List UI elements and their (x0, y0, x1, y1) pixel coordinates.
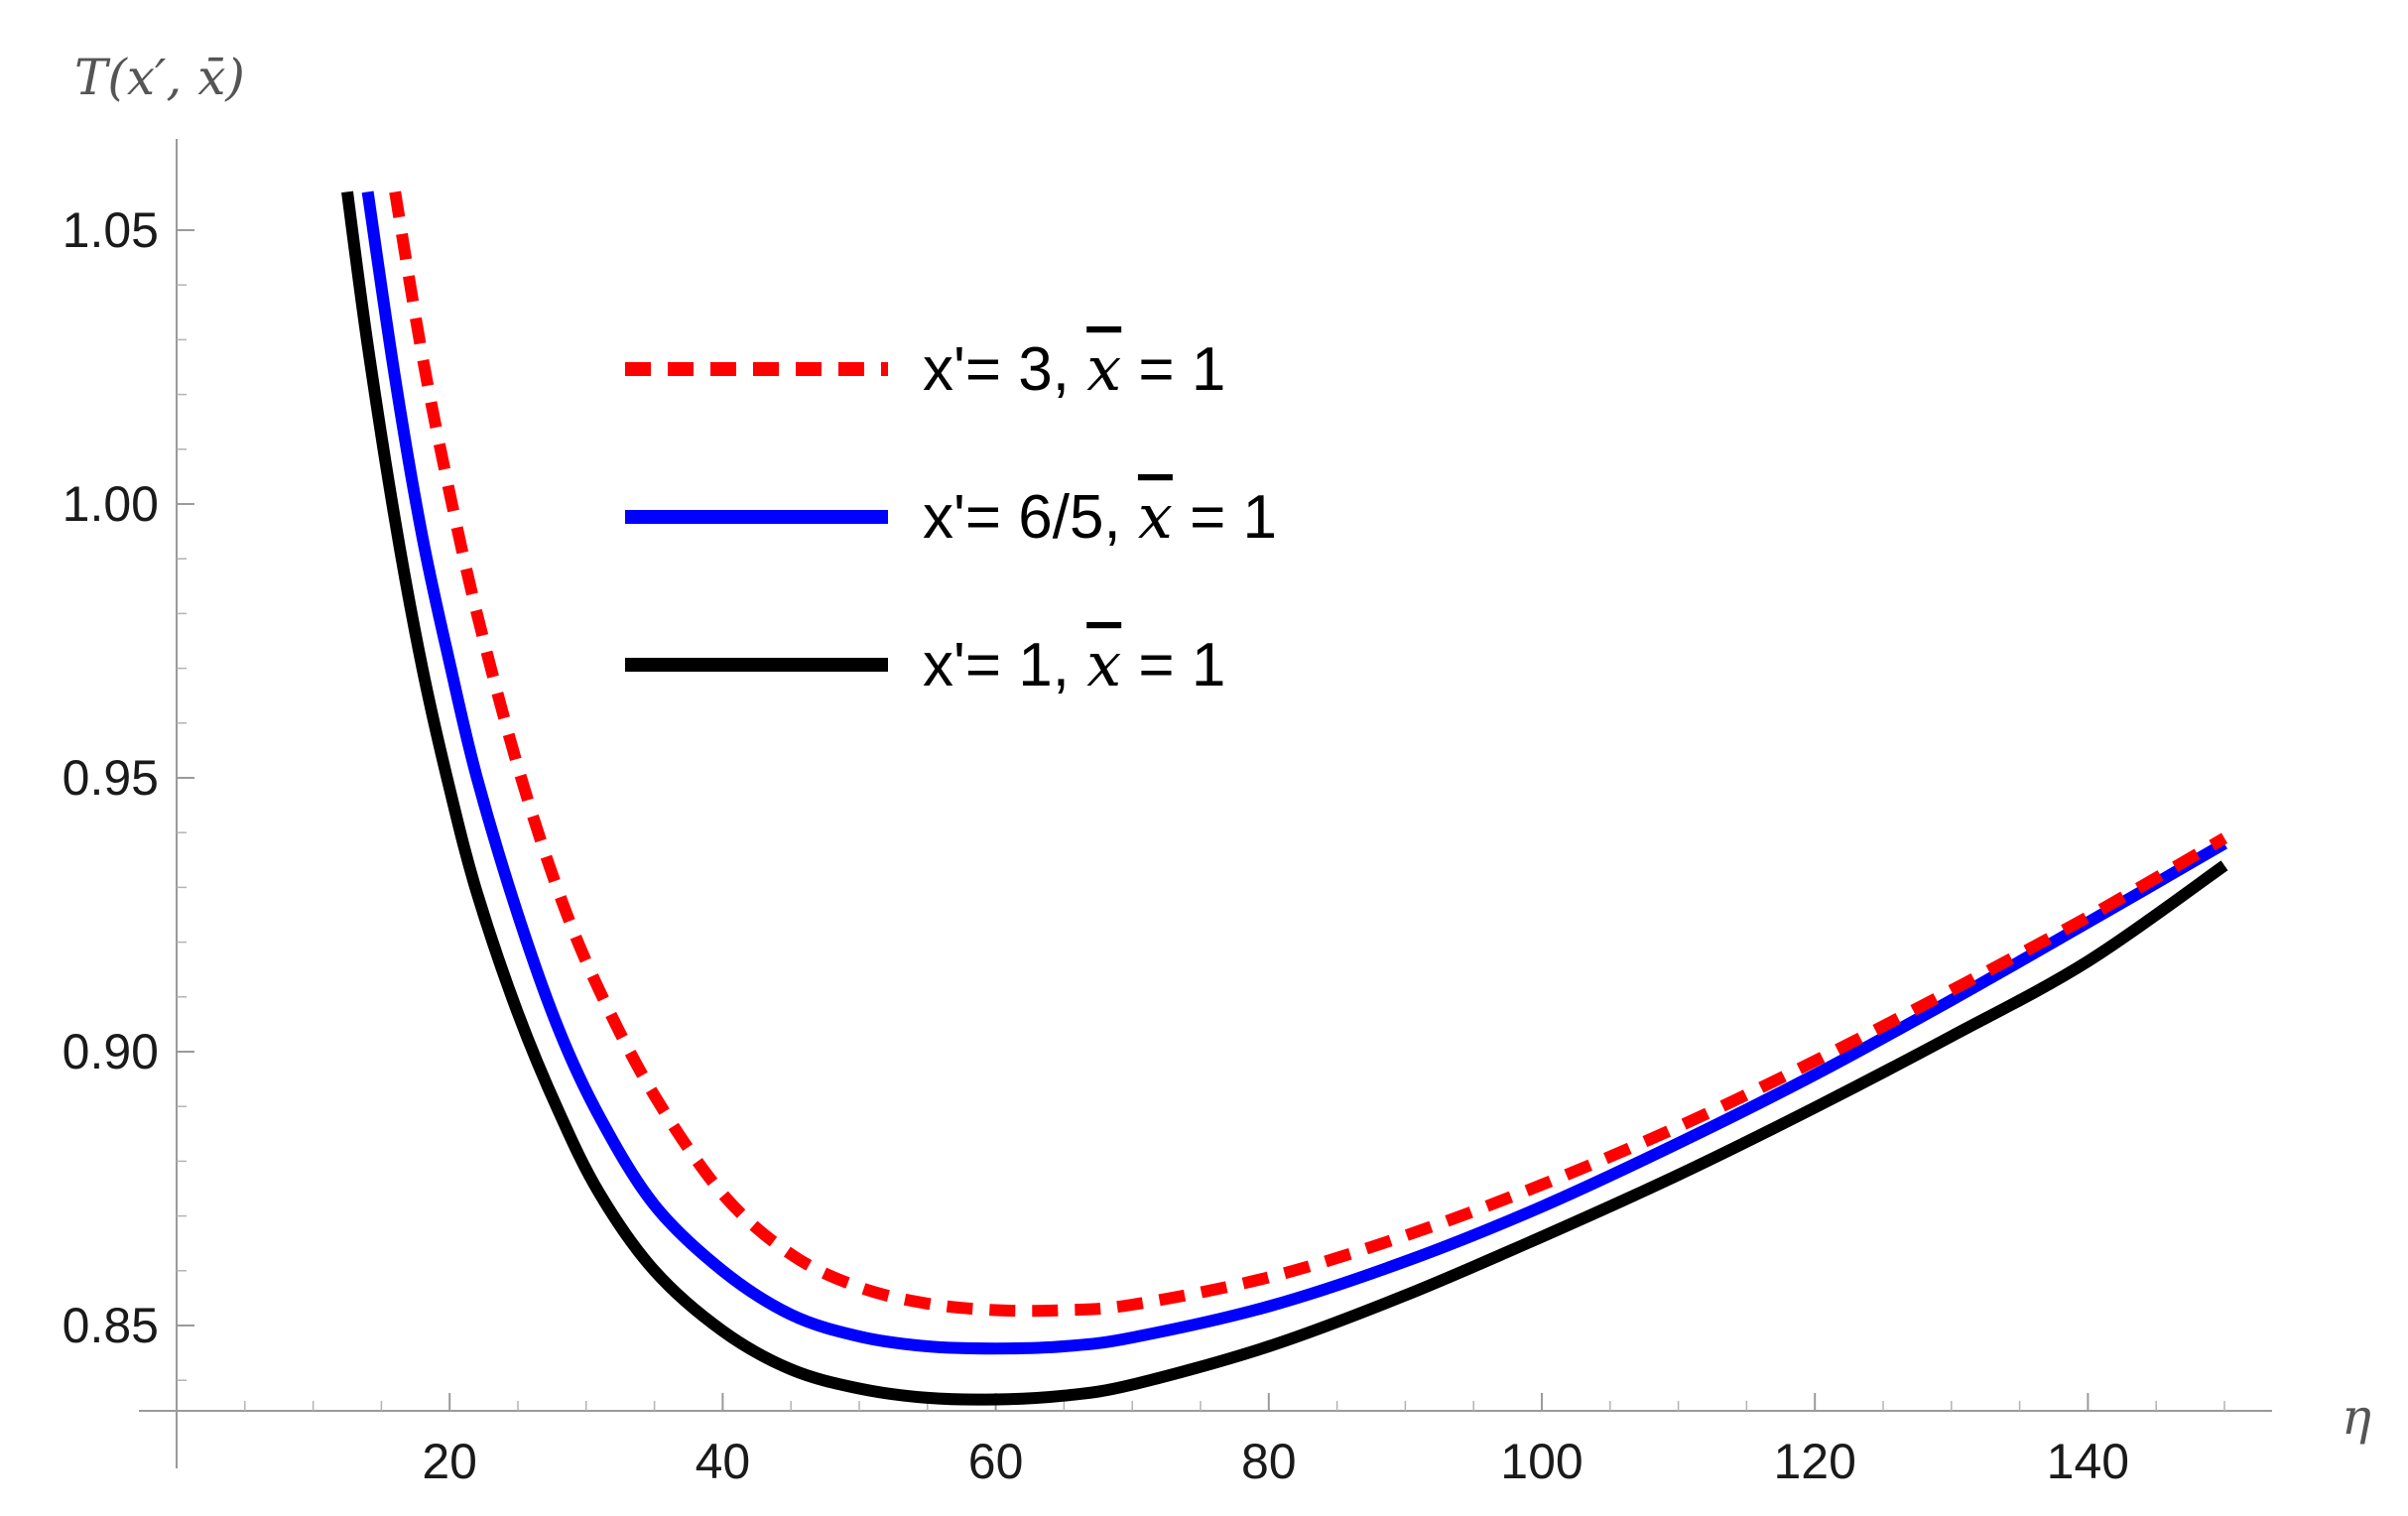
legend-label-1-xbar: x (1086, 332, 1121, 405)
x-tick-label: 20 (422, 1434, 477, 1489)
legend-item-3: x'= 1, x = 1 (625, 628, 1225, 700)
y-tick-label: 0.90 (63, 1024, 159, 1079)
x-tick-label: 60 (968, 1434, 1024, 1489)
legend-label-2-xbar: x (1138, 480, 1173, 553)
series-line-3 (341, 190, 2228, 1406)
series-layer (341, 190, 2228, 1406)
legend-label-3: x'= 1, x = 1 (923, 628, 1225, 700)
legend-label-2-prefix: x'= 6/5, (923, 483, 1138, 552)
legend-label-1-prefix: x'= 3, (923, 335, 1086, 404)
legend-label-2-suffix: = 1 (1173, 483, 1277, 552)
legend-item-2: x'= 6/5, x = 1 (625, 480, 1277, 553)
y-tick-label: 1.05 (63, 202, 159, 258)
legend-item-1: x'= 3, x = 1 (625, 332, 1225, 405)
x-tick-label: 120 (1773, 1434, 1855, 1489)
legend-label-2: x'= 6/5, x = 1 (923, 480, 1277, 553)
x-tick-label: 80 (1241, 1434, 1297, 1489)
legend-label-1-suffix: = 1 (1121, 335, 1225, 404)
x-tick-label: 40 (696, 1434, 751, 1489)
x-axis-title: η (2342, 1388, 2371, 1446)
series-line-2 (361, 190, 2228, 1355)
y-tick-label: 0.85 (63, 1298, 159, 1353)
y-tick-label: 1.00 (63, 476, 159, 532)
axis-tick-labels: 20 40 60 80 100 120 140 0.85 0.90 0.95 1.00 1.05 (63, 202, 2129, 1489)
y-tick-label: 0.95 (63, 750, 159, 806)
legend-label-3-suffix: = 1 (1121, 631, 1225, 699)
legend: x'= 3, x = 1 x'= 6/5, x = 1 x'= 1, x = 1 (625, 332, 1277, 700)
legend-label-3-prefix: x'= 1, (923, 631, 1086, 699)
series-line-1 (389, 190, 2228, 1318)
legend-label-1: x'= 3, x = 1 (923, 332, 1225, 405)
x-tick-label: 140 (2047, 1434, 2129, 1489)
y-axis-title: T(x′, x̄) (74, 49, 245, 106)
legend-label-3-xbar: x (1086, 628, 1121, 700)
x-tick-label: 100 (1500, 1434, 1583, 1489)
